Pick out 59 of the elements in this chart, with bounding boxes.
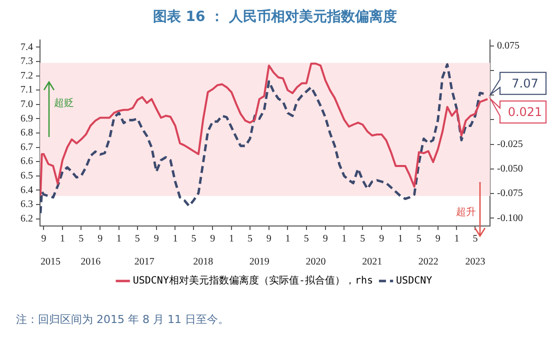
y-tick-label: 7.1 [20, 84, 33, 96]
annotation: 超升 [456, 206, 476, 219]
y-tick-label: 6.2 [20, 213, 33, 224]
y2-tick-label: -0.025 [497, 138, 523, 150]
x2-tick-label: 2015 [40, 256, 60, 268]
x-tick-label: 9 [322, 234, 328, 245]
x-tick-label: 5 [134, 234, 140, 245]
text: 注：回归区间为 2015 年 8 月 11 日至今。 [16, 312, 229, 327]
x-tick-label: 5 [360, 234, 366, 245]
y-tick-label: 7.2 [20, 70, 33, 82]
x-tick-label: 1 [285, 234, 290, 245]
y-tick-label: 7.0 [20, 99, 33, 110]
x2-tick-label: 2020 [306, 256, 326, 268]
x-tick-label: 5 [472, 234, 478, 245]
y2-tick-label: -0.100 [497, 212, 523, 224]
x2-tick-label: 2017 [134, 256, 154, 268]
x-tick-label: 1 [228, 234, 234, 245]
text: 0.021 [508, 105, 542, 120]
x-tick-label: 5 [304, 234, 309, 245]
legend-label: USDCNY相对美元指数偏离度（实际值-拟合值），rhs [132, 274, 374, 287]
x-tick-label: 5 [78, 234, 84, 245]
x-tick-label: 1 [60, 234, 66, 245]
x2-tick-label: 2016 [80, 256, 101, 268]
x-tick-label: 9 [41, 234, 46, 245]
x-tick-label: 9 [435, 234, 440, 245]
y-tick-label: 7.3 [20, 56, 33, 68]
x-tick-label: 5 [416, 234, 422, 245]
legend-label: USDCNY [396, 276, 432, 287]
y2-tick-label: 0.075 [497, 40, 520, 52]
annotation: 超贬 [54, 96, 74, 110]
y-tick-label: 6.7 [20, 142, 33, 153]
y-tick-label: 6.6 [20, 156, 33, 168]
x2-tick-label: 2018 [193, 256, 214, 268]
y-tick-label: 7.4 [20, 42, 33, 53]
text: 7.07 [512, 76, 538, 90]
chart-title: 图表 16 ： 人民币相对美元指数偏离度 [152, 8, 398, 26]
x-tick-label: 5 [191, 234, 196, 245]
y-tick-label: 6.8 [20, 128, 33, 139]
y-tick-label: 6.5 [20, 170, 33, 182]
x-tick-label: 9 [98, 234, 103, 245]
x-tick-label: 5 [247, 234, 252, 245]
x-tick-label: 9 [379, 234, 384, 245]
x2-tick-label: 2023 [465, 256, 486, 268]
x-tick-label: 9 [154, 234, 159, 245]
x-tick-label: 1 [172, 234, 178, 245]
y-tick-label: 6.9 [20, 113, 33, 124]
y-tick-label: 6.3 [20, 199, 33, 210]
x2-tick-label: 2019 [249, 256, 270, 268]
x-tick-label: 1 [342, 234, 347, 245]
x-tick-label: 9 [210, 234, 216, 245]
y2-tick-label: -0.075 [497, 188, 523, 200]
x-tick-label: 1 [116, 234, 122, 245]
x2-tick-label: 2021 [362, 256, 382, 268]
x-tick-label: 1 [454, 234, 460, 245]
y2-tick-label: -0.050 [497, 164, 523, 175]
x2-tick-label: 2022 [418, 256, 438, 268]
x-tick-label: 1 [398, 234, 403, 245]
x-tick-label: 9 [266, 234, 272, 245]
y-tick-label: 6.4 [20, 184, 33, 196]
